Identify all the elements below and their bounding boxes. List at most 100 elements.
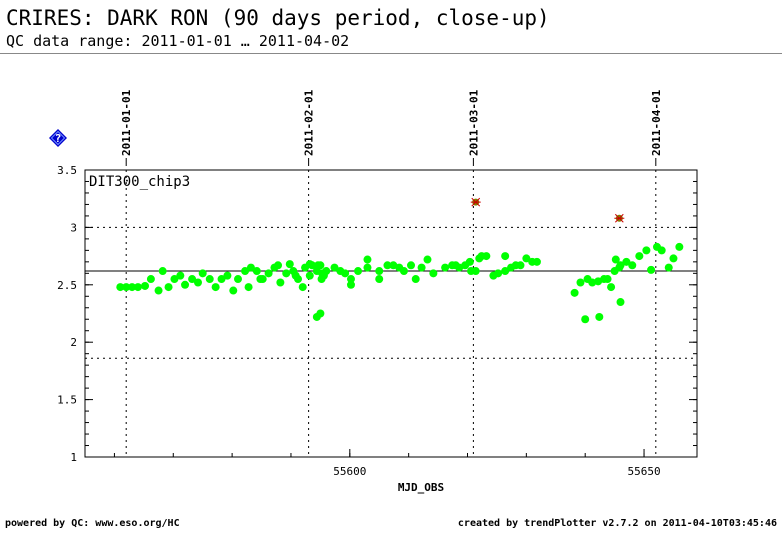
data-point — [346, 275, 355, 284]
data-point — [570, 288, 579, 297]
data-point — [669, 254, 678, 263]
data-point — [417, 263, 426, 272]
data-point — [193, 278, 202, 287]
data-point — [363, 255, 372, 264]
data-point — [322, 267, 331, 276]
data-point — [285, 260, 294, 269]
data-point — [164, 283, 173, 292]
data-point — [354, 267, 363, 276]
data-point — [122, 283, 131, 292]
x-axis-label: MJD_OBS — [398, 481, 444, 494]
data-point — [244, 283, 253, 292]
outlier-marker — [614, 213, 625, 223]
data-point — [383, 261, 392, 270]
data-point — [252, 267, 261, 276]
data-point — [128, 283, 137, 292]
data-point — [532, 257, 541, 266]
data-point — [258, 275, 267, 284]
data-point — [146, 275, 155, 284]
data-point — [234, 275, 242, 284]
data-point — [205, 275, 214, 284]
data-point — [647, 265, 656, 274]
data-point — [411, 275, 420, 284]
data-point — [616, 298, 625, 307]
data-point — [399, 267, 408, 276]
data-point — [622, 257, 631, 266]
data-point — [298, 283, 307, 292]
data-point — [465, 257, 474, 266]
data-point — [628, 261, 637, 270]
data-point — [276, 278, 285, 287]
date-label-1: 2011-02-01 — [303, 89, 316, 156]
panel-label: DIT300_chip3 — [89, 174, 190, 190]
data-point — [330, 263, 339, 272]
data-point — [595, 312, 604, 321]
y-tick-label-2: 2 — [70, 336, 77, 349]
data-point — [635, 252, 644, 261]
x-tick-label-1: 55650 — [627, 465, 660, 478]
data-point — [211, 283, 220, 292]
y-tick-label-3: 2.5 — [57, 279, 77, 292]
data-point — [657, 246, 666, 255]
data-point — [664, 263, 673, 272]
data-point — [471, 267, 480, 276]
date-label-3: 2011-04-01 — [650, 89, 663, 156]
data-point — [501, 267, 510, 276]
data-point — [482, 252, 491, 261]
data-point — [133, 283, 142, 292]
plot-frame — [84, 169, 698, 458]
data-point — [198, 269, 207, 278]
y-tick-label-0: 1 — [70, 451, 77, 464]
data-point — [341, 269, 350, 278]
data-point — [611, 255, 620, 264]
data-point — [603, 275, 612, 284]
date-label-2: 2011-03-01 — [467, 89, 480, 156]
data-point — [141, 281, 150, 290]
outlier-marker — [470, 197, 481, 207]
data-point — [441, 263, 450, 272]
page-subtitle: QC data range: 2011-01-01 … 2011-04-02 — [6, 32, 350, 50]
footer-created-by: created by trendPlotter v2.7.2 on 2011-0… — [457, 518, 777, 529]
data-point — [375, 275, 384, 284]
data-point — [181, 280, 190, 289]
data-point — [170, 275, 179, 284]
data-point — [501, 252, 510, 261]
data-point — [375, 267, 384, 276]
data-point — [607, 283, 616, 292]
y-tick-label-1: 1.5 — [57, 394, 77, 407]
data-point — [308, 261, 317, 270]
page-title: CRIRES: DARK RON (90 days period, close-… — [6, 6, 550, 30]
data-point — [316, 309, 325, 318]
data-point — [241, 267, 250, 276]
data-point — [494, 269, 503, 278]
data-point — [429, 269, 438, 278]
data-point — [407, 261, 416, 270]
data-point — [363, 263, 372, 272]
x-tick-label-0: 55600 — [333, 465, 366, 478]
svg-text:?: ? — [55, 132, 62, 145]
data-point — [642, 246, 651, 255]
data-point — [576, 278, 585, 287]
data-point — [346, 280, 355, 289]
question-diamond-icon[interactable]: ? — [49, 129, 67, 147]
data-point — [522, 254, 531, 263]
data-point — [223, 271, 232, 280]
data-point — [282, 269, 291, 278]
data-point — [274, 261, 283, 270]
data-point — [154, 286, 163, 295]
data-point — [423, 255, 432, 264]
date-label-0: 2011-01-01 — [120, 89, 133, 156]
data-point — [581, 315, 590, 324]
data-point — [516, 261, 525, 270]
data-point — [316, 261, 325, 270]
data-point — [188, 275, 197, 284]
data-point — [158, 267, 167, 276]
data-point — [264, 269, 273, 278]
data-point — [116, 283, 125, 292]
header-divider — [0, 53, 782, 54]
y-tick-label-4: 3 — [70, 221, 77, 234]
data-point — [305, 271, 314, 280]
data-point — [246, 263, 255, 272]
footer-powered-by: powered by QC: www.eso.org/HC — [5, 518, 180, 529]
